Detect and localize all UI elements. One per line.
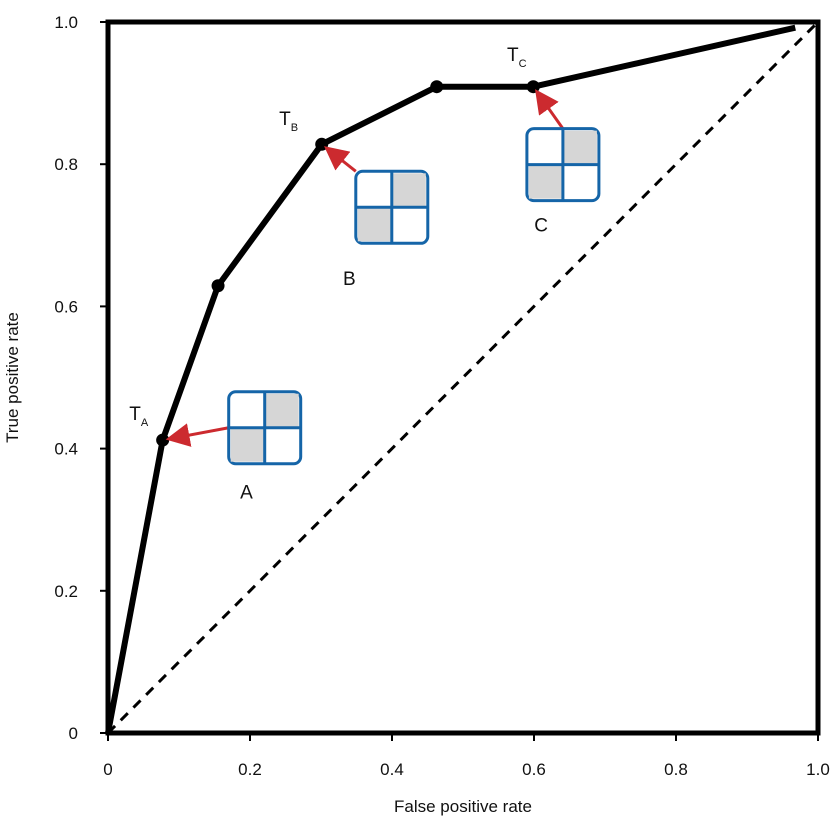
x-tick-label: 0.4 <box>380 760 404 779</box>
roc-point-marker <box>430 80 444 94</box>
matrix-cell-shaded <box>230 427 265 462</box>
x-tick-label: 0.6 <box>522 760 546 779</box>
annotation-c: TCC <box>507 45 601 237</box>
annotation-arrow <box>165 423 229 447</box>
roc-curve-line <box>105 24 796 734</box>
annotation-arrow <box>535 89 565 130</box>
roc-point-marker <box>315 137 329 151</box>
annotation-b: TBB <box>279 109 430 290</box>
y-tick-label: 1.0 <box>54 13 78 32</box>
y-tick-label: 0.6 <box>54 297 78 316</box>
threshold-letter: T <box>279 109 291 130</box>
y-tick-label: 0 <box>69 724 78 743</box>
plot-frame <box>105 19 821 736</box>
threshold-label: TB <box>279 109 298 134</box>
x-tick-label: 1.0 <box>806 760 830 779</box>
y-tick-label: 0.4 <box>54 440 78 459</box>
x-tick-label: 0.8 <box>664 760 688 779</box>
y-tick-label: 0.2 <box>54 582 78 601</box>
threshold-label: TA <box>129 404 149 429</box>
random-classifier-diagonal <box>106 20 820 735</box>
matrix-label: B <box>343 269 356 290</box>
matrix-cell-shaded <box>528 164 563 199</box>
x-tick-label: 0.2 <box>238 760 262 779</box>
threshold-letter: T <box>129 404 141 425</box>
y-tick-label: 0.8 <box>54 155 78 174</box>
threshold-label: TC <box>507 45 527 70</box>
matrix-cell-shaded <box>391 173 426 208</box>
annotation-a: TAA <box>129 390 303 503</box>
threshold-subscript: B <box>291 122 298 134</box>
y-axis-label: True positive rate <box>3 312 22 443</box>
threshold-letter: T <box>507 45 519 66</box>
matrix-cell-shaded <box>264 393 299 428</box>
x-tick-label: 0 <box>103 760 112 779</box>
matrix-cell-shaded <box>562 130 597 165</box>
threshold-subscript: C <box>519 58 527 70</box>
roc-point-marker <box>156 433 170 447</box>
roc-point-marker <box>526 80 540 94</box>
threshold-subscript: A <box>141 417 149 429</box>
matrix-label: A <box>240 482 253 503</box>
matrix-cell-shaded <box>357 207 392 242</box>
roc-point-marker <box>211 279 225 293</box>
x-axis-label: False positive rate <box>394 797 532 816</box>
annotation-arrow <box>324 146 357 173</box>
matrix-label: C <box>534 216 548 237</box>
